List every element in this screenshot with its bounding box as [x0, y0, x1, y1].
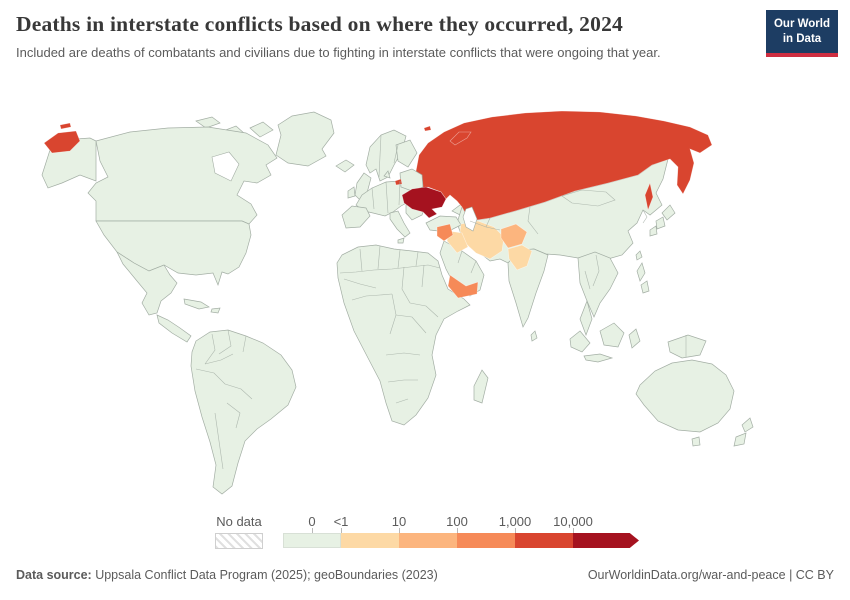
region-baltics-belarus[interactable] [399, 168, 424, 192]
island-sumatra[interactable] [569, 330, 591, 353]
island-sicily[interactable] [397, 237, 405, 244]
island-iceland[interactable] [335, 159, 355, 173]
legend-tick [341, 528, 342, 533]
country-japan[interactable] [649, 225, 658, 237]
country-russia[interactable] [644, 181, 654, 212]
country-italy[interactable] [389, 210, 411, 238]
caspian-sea [462, 206, 478, 232]
country-russia[interactable] [423, 125, 432, 132]
legend-swatch-5-arrow[interactable] [573, 533, 639, 548]
country-russia[interactable] [43, 130, 81, 154]
legend-swatch-2[interactable] [399, 533, 457, 548]
country-australia[interactable] [635, 359, 735, 433]
island-sulawesi[interactable] [628, 328, 641, 349]
country-denmark[interactable] [383, 170, 391, 179]
landmass-africa[interactable] [336, 244, 471, 426]
attribution-link[interactable]: OurWorldinData.org/war-and-peace | CC BY [587, 568, 834, 582]
country-borders [195, 134, 687, 470]
island-new-guinea[interactable] [667, 334, 707, 359]
legend-tick-label: 10 [391, 514, 407, 529]
country-usa[interactable] [95, 220, 252, 287]
owid-logo-line2: in Data [782, 32, 822, 45]
legend-tick [312, 528, 313, 533]
data-source-text: Uppsala Conflict Data Program (2025); ge… [91, 568, 438, 582]
country-yemen[interactable] [447, 274, 479, 299]
region-central-america[interactable] [156, 314, 192, 343]
island-sri-lanka[interactable] [530, 330, 538, 342]
hudson-bay [211, 151, 240, 182]
region-malay-peninsula[interactable] [579, 299, 593, 336]
country-ukraine[interactable] [401, 186, 447, 219]
legend-swatch-3[interactable] [457, 533, 515, 548]
country-russia[interactable] [394, 178, 403, 186]
country-new-zealand[interactable] [733, 432, 747, 447]
country-japan[interactable] [661, 204, 676, 221]
legend-tick [457, 528, 458, 533]
island-tasmania[interactable] [691, 436, 701, 447]
legend-swatch-0[interactable] [283, 533, 341, 548]
legend-tick-label: 1,000 [498, 514, 532, 529]
landmass-arctic-islands[interactable] [195, 116, 221, 129]
chart-header: Deaths in interstate conflicts based on … [16, 12, 746, 63]
island-hispaniola[interactable] [210, 307, 221, 314]
country-canada[interactable] [87, 126, 278, 225]
legend-tick-label: 100 [446, 514, 468, 529]
landmass-greenland[interactable] [275, 111, 335, 167]
chart-subtitle: Included are deaths of combatants and ci… [16, 45, 661, 60]
legend-tick [515, 528, 516, 533]
island-cuba[interactable] [183, 298, 210, 310]
map-legend: No data 0 <1 10 100 1,000 10,000 [0, 512, 850, 554]
country-pakistan[interactable] [507, 244, 533, 271]
country-finland[interactable] [395, 139, 418, 168]
chart-title: Deaths in interstate conflicts based on … [16, 12, 623, 36]
country-new-zealand[interactable] [741, 417, 754, 433]
country-russia[interactable] [449, 131, 472, 146]
data-source-label: Data source: [16, 568, 92, 582]
world-map[interactable] [0, 103, 850, 505]
country-syria[interactable] [436, 223, 454, 242]
country-afghanistan[interactable] [500, 223, 528, 249]
legend-color-bar [283, 533, 639, 548]
legend-tick-label: <1 [333, 514, 349, 529]
country-philippines[interactable] [640, 280, 650, 294]
landmass-south-america[interactable] [190, 329, 297, 495]
island-java[interactable] [583, 353, 614, 363]
country-philippines[interactable] [636, 262, 646, 282]
island-borneo[interactable] [599, 322, 625, 348]
legend-no-data-label: No data [216, 514, 262, 529]
legend-tick [399, 528, 400, 533]
island-taiwan[interactable] [635, 250, 643, 261]
region-indochina[interactable] [577, 251, 619, 318]
chart-footer: Data source: Uppsala Conflict Data Progr… [16, 568, 834, 582]
island-madagascar[interactable] [473, 369, 489, 404]
country-mexico[interactable] [116, 251, 178, 316]
legend-swatch-4[interactable] [515, 533, 573, 548]
region-iberia[interactable] [341, 205, 371, 229]
owid-logo-line1: Our World [773, 18, 830, 30]
landmass-arctic-islands[interactable] [249, 121, 274, 138]
legend-no-data-swatch[interactable] [215, 533, 263, 549]
data-source: Data source: Uppsala Conflict Data Progr… [16, 568, 438, 582]
country-russia[interactable] [59, 122, 72, 130]
country-ireland[interactable] [347, 186, 356, 199]
legend-tick [573, 528, 574, 533]
country-russia[interactable] [413, 110, 713, 222]
country-japan[interactable] [655, 216, 666, 230]
owid-logo[interactable]: Our World in Data [766, 10, 838, 57]
legend-tick-label: 0 [308, 514, 316, 529]
country-iraq[interactable] [446, 230, 469, 254]
legend-tick-label: 10,000 [553, 514, 593, 529]
legend-swatch-1[interactable] [341, 533, 399, 548]
